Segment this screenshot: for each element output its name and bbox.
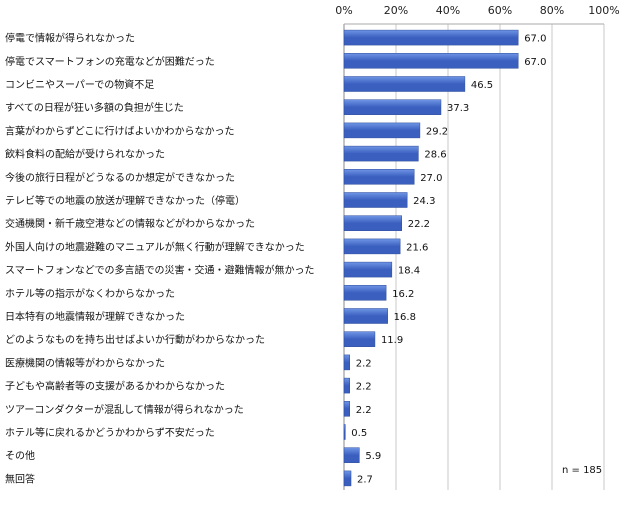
category-label: 停電でスマートフォンの充電などが困難だった: [5, 55, 215, 68]
bar: [343, 238, 401, 255]
bar: [343, 470, 352, 487]
bar: [343, 377, 350, 394]
category-label: 日本特有の地震情報が理解できなかった: [5, 310, 185, 323]
value-label: 11.9: [381, 335, 403, 346]
value-label: 2.2: [356, 382, 372, 393]
value-label: 24.3: [413, 196, 435, 207]
category-label: 今後の旅行日程がどうなるのか想定ができなかった: [5, 171, 235, 184]
category-label: 外国人向けの地震避難のマニュアルが無く行動が理解できなかった: [5, 240, 305, 253]
category-label: 交通機関・新千歳空港などの情報などがわからなかった: [5, 217, 255, 230]
category-label: スマートフォンなどでの多言語での災害・交通・避難情報が無かった: [5, 264, 315, 277]
value-label: 46.5: [471, 80, 493, 91]
bar: [343, 192, 408, 208]
category-label: ホテル等の指示がなくわからなかった: [5, 287, 175, 300]
bar: [343, 76, 466, 92]
value-label: 16.8: [394, 312, 416, 323]
category-label: ツアーコンダクターが混乱して情報が得られなかった: [5, 403, 244, 416]
bar: [343, 169, 415, 185]
value-label: 0.5: [351, 428, 367, 439]
sample-size-note: n = 185: [562, 465, 602, 476]
value-label: 28.6: [424, 150, 446, 161]
category-label: その他: [5, 449, 35, 462]
bar: [343, 145, 419, 162]
value-label: 67.0: [524, 34, 546, 45]
bar: [343, 53, 519, 69]
category-label: 無回答: [5, 472, 35, 485]
category-label: 医療機関の情報等がわからなかった: [5, 356, 165, 369]
value-label: 21.6: [406, 242, 428, 253]
value-label: 67.0: [524, 57, 546, 68]
value-label: 18.4: [398, 266, 420, 277]
category-label: コンビニやスーパーでの物資不足: [5, 78, 154, 91]
value-label: 2.7: [357, 474, 373, 485]
value-label: 5.9: [365, 451, 381, 462]
value-label: 37.3: [447, 103, 469, 114]
category-label: テレビ等での地震の放送が理解できなかった（停電）: [5, 194, 245, 207]
category-label: すべての日程が狂い多額の負担が生じた: [5, 101, 184, 114]
bar: [343, 447, 360, 463]
x-tick-label: 80%: [540, 4, 564, 17]
value-label: 2.2: [356, 405, 372, 416]
category-label: 子どもや高齢者等の支援があるかわからなかった: [5, 380, 225, 393]
bar: [343, 285, 387, 301]
x-tick-label: 40%: [436, 4, 460, 17]
bar: [343, 99, 442, 115]
x-tick-label: 0%: [335, 4, 352, 17]
category-label: 飲料食料の配給が受けられなかった: [5, 148, 165, 161]
category-label: 言葉がわからずどこに行けばよいかわからなかった: [5, 124, 235, 137]
category-label: 停電で情報が得られなかった: [5, 32, 135, 45]
value-label: 2.2: [356, 358, 372, 369]
x-tick-label: 20%: [384, 4, 408, 17]
value-label: 27.0: [420, 173, 442, 184]
bar: [343, 29, 519, 46]
category-label: ホテル等に戻れるかどうかわからず不安だった: [5, 426, 215, 439]
category-label: どのようなものを持ち出せばよいか行動がわからなかった: [5, 333, 265, 346]
value-label: 22.2: [408, 219, 430, 230]
bar: [343, 354, 350, 371]
bar: [343, 308, 388, 324]
bar: [343, 122, 421, 139]
bar: [343, 331, 376, 347]
value-label: 16.2: [392, 289, 414, 300]
bar: [343, 401, 350, 417]
bar: [343, 261, 393, 278]
bar: [343, 215, 402, 231]
bar: [343, 424, 346, 440]
x-tick-label: 100%: [588, 4, 619, 17]
x-tick-label: 60%: [488, 4, 512, 17]
value-label: 29.2: [426, 126, 448, 137]
